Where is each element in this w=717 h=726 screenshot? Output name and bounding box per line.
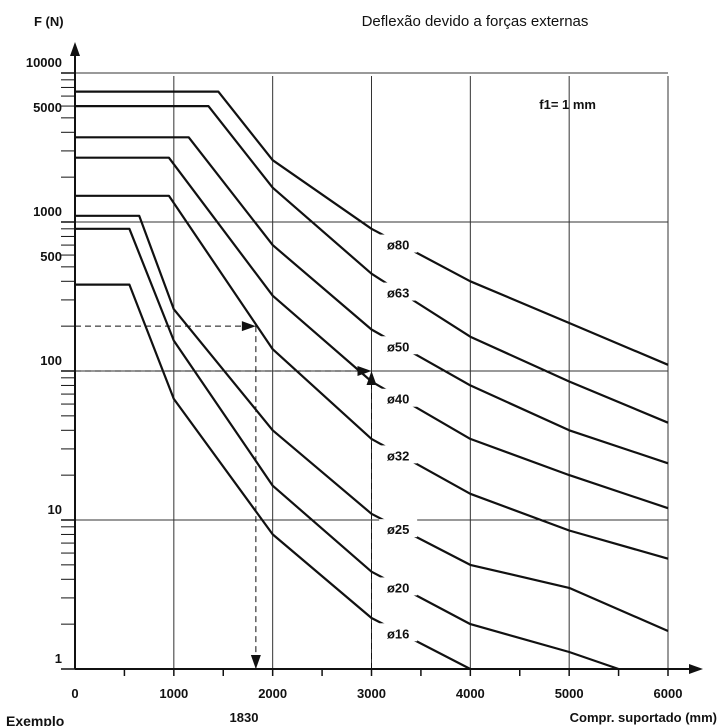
series-line-ø32 [75, 194, 669, 560]
series-label-bg [379, 336, 418, 355]
y-tick-label: 1000 [33, 204, 62, 219]
series-line-ø80 [75, 90, 669, 366]
series-line-ø50 [75, 136, 669, 465]
x-marker-label: 1830 [230, 710, 259, 725]
series-lines: ø80 ø63 ø50 ø40 ø32 ø25 ø20 ø16 [75, 90, 669, 671]
series-label-bg [379, 577, 418, 596]
series-label-ø32: ø32 [387, 448, 409, 463]
series-label-ø50: ø50 [387, 339, 409, 354]
series-label-bg [379, 282, 418, 301]
y-axis-title: F (N) [34, 14, 64, 29]
series-label-ø20: ø20 [387, 580, 409, 595]
series-label-ø25: ø25 [387, 522, 409, 537]
series-label-ø40: ø40 [387, 392, 409, 407]
x-tick-label: 0 [71, 686, 78, 701]
y-tick-label: 10 [48, 502, 62, 517]
series-line-ø63 [75, 105, 669, 424]
f1-annotation: f1= 1 mm [539, 97, 596, 112]
series-label-bg [379, 388, 418, 407]
series-label-bg [379, 519, 418, 538]
y-tick-label: 5000 [33, 100, 62, 115]
reference-arrow-0 [241, 321, 256, 332]
series-label-bg [379, 623, 418, 642]
series-label-bg [379, 234, 418, 253]
x-tick-label: 1000 [159, 686, 188, 701]
series-line-ø25 [75, 214, 669, 633]
x-tick-label: 5000 [555, 686, 584, 701]
example-reference-lines [75, 321, 377, 669]
labels: F (N) Deflexão devido a forças externas … [6, 13, 717, 726]
series-label-ø63: ø63 [387, 286, 409, 301]
x-axis-arrow [689, 664, 703, 674]
series-label-ø16: ø16 [387, 626, 409, 641]
series-line-ø20 [75, 227, 619, 671]
series-line-ø40 [75, 156, 669, 510]
ticks [61, 72, 669, 676]
y-axis-arrow [70, 42, 80, 56]
chart-title: Deflexão devido a forças externas [362, 13, 589, 30]
x-axis-title: Compr. suportado (mm) [570, 710, 717, 725]
example-label: Exemplo [6, 713, 64, 726]
x-tick-label: 3000 [357, 686, 386, 701]
x-tick-label: 4000 [456, 686, 485, 701]
reference-arrow-3 [366, 371, 377, 385]
y-tick-label: 1 [55, 651, 62, 666]
series-label-bg [379, 445, 418, 464]
x-tick-label: 2000 [258, 686, 287, 701]
grid [75, 72, 669, 669]
y-tick-label: 10000 [26, 55, 62, 70]
reference-arrow-1 [250, 655, 261, 669]
series-label-ø80: ø80 [387, 238, 409, 253]
x-tick-label: 6000 [654, 686, 683, 701]
y-tick-label: 100 [40, 353, 62, 368]
y-tick-label: 500 [40, 249, 62, 264]
